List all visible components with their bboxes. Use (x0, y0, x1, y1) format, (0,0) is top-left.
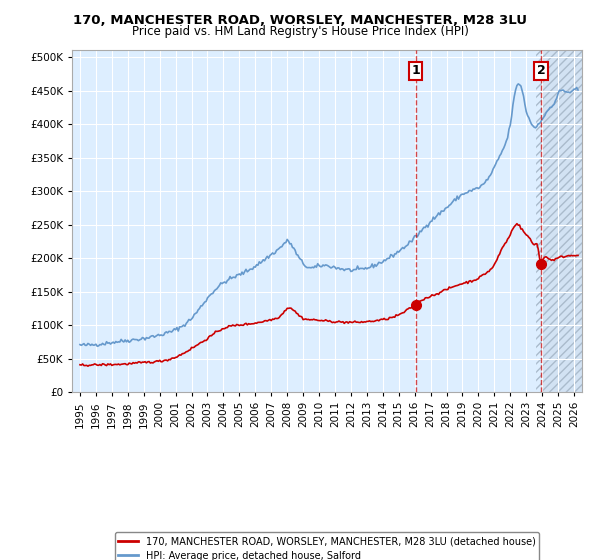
Text: 170, MANCHESTER ROAD, WORSLEY, MANCHESTER, M28 3LU: 170, MANCHESTER ROAD, WORSLEY, MANCHESTE… (73, 14, 527, 27)
Text: 2: 2 (536, 64, 545, 77)
Text: 1: 1 (411, 64, 420, 77)
Text: Price paid vs. HM Land Registry's House Price Index (HPI): Price paid vs. HM Land Registry's House … (131, 25, 469, 38)
Bar (541, 50, 582, 392)
Legend: 170, MANCHESTER ROAD, WORSLEY, MANCHESTER, M28 3LU (detached house), HPI: Averag: 170, MANCHESTER ROAD, WORSLEY, MANCHESTE… (115, 532, 539, 560)
